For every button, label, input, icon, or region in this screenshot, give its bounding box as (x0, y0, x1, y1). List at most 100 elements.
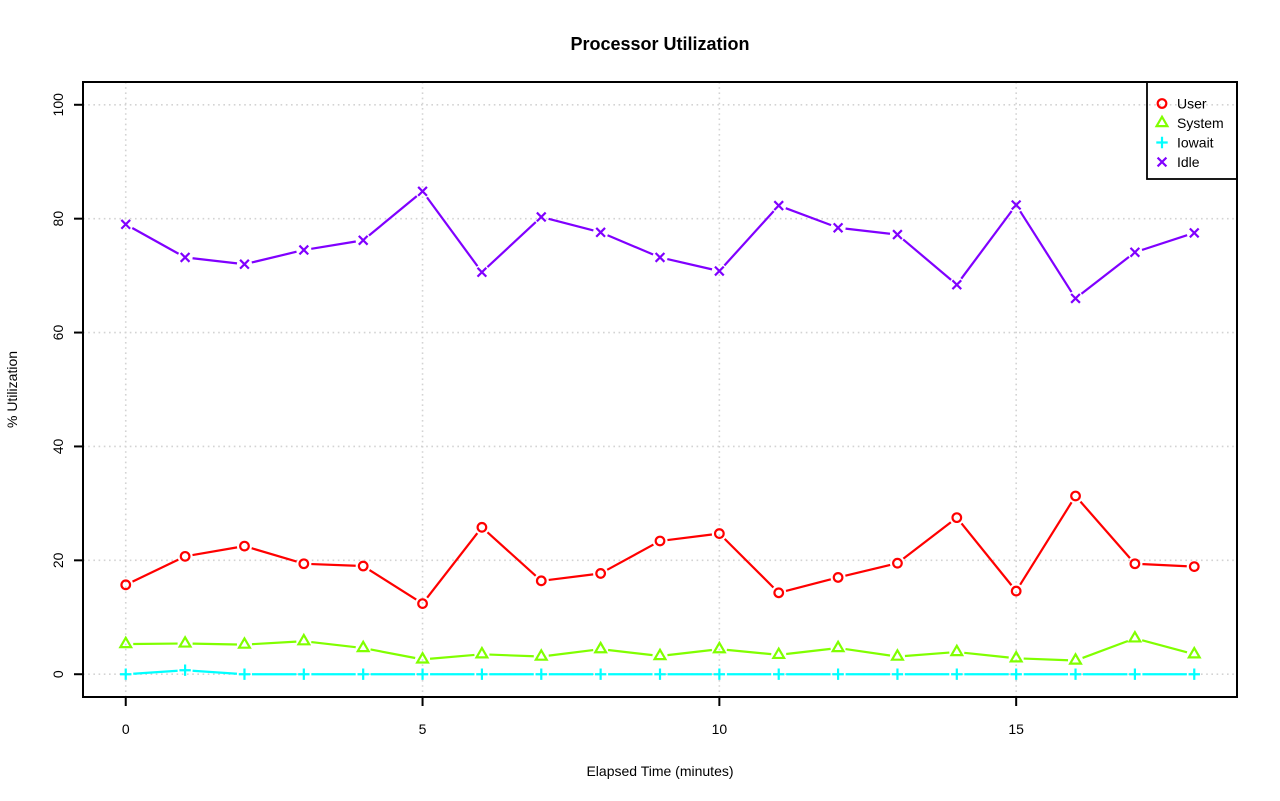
iowait-marker (773, 668, 785, 680)
plot-border (82, 81, 1238, 698)
data-series (118, 186, 1202, 680)
system-marker (1008, 649, 1024, 663)
system-marker (1068, 652, 1083, 665)
circle-glyph (1070, 490, 1081, 502)
x-glyph (1156, 156, 1168, 168)
series-line-segment (1141, 234, 1188, 251)
series-line-segment (960, 522, 1013, 586)
x-glyph (654, 252, 666, 263)
system-marker (237, 636, 252, 649)
x-glyph (951, 279, 962, 290)
idle-marker (358, 235, 369, 246)
series-line-segment (845, 648, 891, 657)
x-glyph (1189, 227, 1200, 239)
system-marker (771, 646, 787, 660)
iowait-marker (357, 668, 369, 680)
system-marker (593, 640, 608, 654)
circle-glyph (595, 568, 607, 579)
idle-marker (832, 222, 844, 233)
legend-marker (1156, 98, 1168, 109)
series-line-segment (1019, 210, 1073, 293)
system-marker (949, 643, 965, 657)
user-marker (1010, 585, 1022, 597)
series-line-segment (1142, 563, 1187, 568)
series-line-segment (1019, 501, 1073, 586)
idle-marker (1129, 247, 1141, 258)
iowait-marker (298, 668, 310, 680)
system-marker (533, 648, 549, 661)
triangle-glyph (593, 640, 608, 654)
circle-glyph (1156, 98, 1168, 109)
series-line-segment (606, 543, 654, 571)
x-axis-label: Elapsed Time (minutes) (586, 763, 733, 779)
y-tick-label: 20 (50, 552, 66, 568)
legend: User System Iowait Idle (1146, 81, 1238, 180)
series-line-segment (785, 207, 832, 227)
idle-marker (239, 259, 250, 270)
circle-glyph (1129, 558, 1141, 570)
plus-glyph (1188, 668, 1200, 680)
iowait-marker (1010, 668, 1022, 680)
user-marker (773, 587, 785, 599)
iowait-marker (416, 668, 429, 680)
legend-border (1146, 81, 1238, 180)
series-line-segment (311, 562, 356, 567)
idle-marker (595, 227, 606, 238)
triangle-glyph (890, 648, 905, 661)
idle-marker (120, 219, 131, 230)
plus-glyph (594, 668, 607, 680)
circle-glyph (179, 550, 191, 562)
y-tick-label: 100 (50, 93, 66, 117)
series-line-segment (904, 651, 950, 658)
triangle-glyph (177, 635, 193, 648)
user-marker (595, 568, 607, 579)
series-line-segment (370, 648, 416, 660)
plus-glyph (1129, 668, 1141, 680)
iowait-marker (179, 664, 191, 676)
plus-glyph (832, 668, 844, 680)
iowait-marker (1129, 668, 1141, 680)
idle-marker (476, 267, 488, 278)
triangle-glyph (949, 643, 965, 657)
system-marker (712, 640, 727, 654)
system-marker (474, 645, 490, 659)
iowait-marker (654, 668, 666, 680)
system-marker (118, 635, 134, 649)
x-glyph (536, 211, 547, 223)
series-line-segment (486, 531, 537, 577)
series-line-segment (251, 640, 297, 646)
iowait-marker (832, 668, 844, 680)
triangle-glyph (118, 635, 134, 649)
triangle-glyph (652, 647, 668, 661)
series-line-segment (607, 234, 654, 256)
circle-glyph (476, 521, 488, 533)
series-line-segment (785, 578, 832, 592)
series-line-segment (368, 195, 418, 237)
plus-glyph (357, 668, 369, 680)
series-line-segment (667, 648, 713, 657)
x-glyph (120, 219, 131, 230)
idle-marker (654, 252, 666, 263)
iowait-marker (535, 668, 547, 680)
legend-label: System (1177, 115, 1224, 131)
iowait-marker (1188, 668, 1200, 680)
x-glyph (773, 200, 784, 211)
circle-glyph (832, 572, 844, 583)
idle-marker (892, 229, 903, 240)
series-line-segment (964, 651, 1009, 659)
circle-glyph (773, 587, 785, 599)
series-line-segment (133, 669, 178, 675)
idle-marker (951, 279, 962, 290)
series-line-segment (192, 669, 238, 675)
series-line-segment (426, 532, 479, 599)
x-glyph (595, 227, 606, 238)
series-line-segment (845, 563, 891, 577)
legend-marker (1154, 114, 1170, 128)
series-line-segment (548, 573, 594, 581)
plus-glyph (1010, 668, 1022, 680)
series-line-segment (251, 547, 297, 563)
user-marker (951, 512, 963, 524)
series-line-segment (726, 648, 772, 656)
user-marker (239, 540, 250, 552)
